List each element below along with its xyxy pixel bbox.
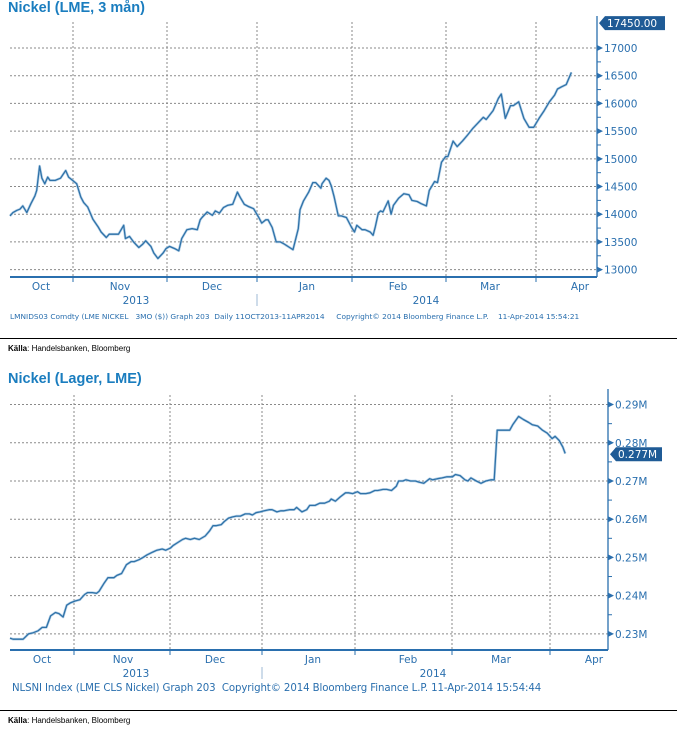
x-tick-label: Mar	[480, 281, 500, 293]
y-tick-label: 13500	[604, 237, 637, 249]
source-note: Källa: Handelsbanken, Bloomberg	[8, 716, 130, 725]
x-tick-label: Nov	[110, 281, 131, 293]
y-tick-marker	[597, 45, 603, 52]
y-tick-marker	[597, 211, 603, 218]
x-tick-label: Jan	[298, 281, 315, 293]
y-tick-label: 16000	[604, 98, 637, 110]
x-tick-label: Oct	[33, 654, 51, 666]
x-tick-label: Jan	[304, 654, 321, 666]
series-line	[9, 415, 566, 640]
y-tick-label: 0.26M	[615, 514, 647, 526]
source-note: Källa: Handelsbanken, Bloomberg	[8, 344, 130, 353]
x-tick-label: Dec	[205, 654, 226, 666]
bloomberg-footer-price: LMNIDS03 Comdty (LME NICKEL 3MO ($)) Gra…	[10, 312, 580, 321]
last-value-label: 17450.00	[607, 18, 657, 30]
y-tick-marker	[597, 183, 603, 190]
chart-title-nickel-price: Nickel (LME, 3 mån)	[8, 0, 145, 16]
y-tick-label: 15500	[604, 126, 637, 138]
x-tick-label: Feb	[389, 281, 408, 293]
x-tick-label: Feb	[399, 654, 418, 666]
divider	[0, 338, 677, 339]
nickel-stocks-chart: 0.23M 0.24M 0.25M 0.26M 0.27M 0.28M 0.29M Oct No…	[9, 389, 662, 680]
x-tick-label: Apr	[585, 654, 604, 666]
x-tick-label: Mar	[491, 654, 511, 666]
y-tick-marker	[608, 592, 614, 599]
bloomberg-footer-stocks: NLSNI Index (LME CLS Nickel) Graph 203 C…	[12, 683, 542, 694]
y-tick-marker	[608, 401, 614, 408]
y-tick-label: 16500	[604, 71, 637, 83]
y-tick-marker	[608, 554, 614, 561]
source-label: Källa	[8, 716, 28, 725]
y-tick-marker	[597, 72, 603, 79]
last-value-tag	[599, 16, 665, 31]
y-tick-marker	[597, 238, 603, 245]
y-tick-label: 0.27M	[615, 476, 647, 488]
y-tick-marker	[608, 630, 614, 637]
x-tick-label: Apr	[571, 281, 590, 293]
x-tick-label: Nov	[113, 654, 134, 666]
year-label: 2014	[413, 295, 440, 307]
y-tick-label: 0.25M	[615, 552, 647, 564]
nickel-price-chart: 13000 13500 14000 14500 15000 15500 16000 16500…	[9, 16, 665, 307]
y-tick-label: 13000	[604, 265, 637, 277]
y-tick-label: 17000	[604, 43, 637, 55]
source-text: : Handelsbanken, Bloomberg	[27, 344, 131, 353]
series-line-halo	[9, 415, 567, 641]
last-value-tag	[610, 447, 662, 462]
y-tick-label: 15000	[604, 154, 637, 166]
x-tick-label: Dec	[202, 281, 223, 293]
y-tick-label: 0.23M	[615, 629, 647, 641]
source-label: Källa	[8, 344, 28, 353]
y-tick-marker	[597, 155, 603, 162]
y-tick-marker	[608, 477, 614, 484]
year-label: 2013	[123, 295, 150, 307]
y-tick-label: 14500	[604, 182, 637, 194]
year-label: 2013	[123, 668, 150, 680]
source-text: : Handelsbanken, Bloomberg	[27, 716, 131, 725]
y-tick-label: 0.28M	[615, 438, 647, 450]
x-tick-label: Oct	[32, 281, 50, 293]
y-tick-marker	[597, 100, 603, 107]
y-tick-label: 0.24M	[615, 591, 647, 603]
y-tick-label: 14000	[604, 209, 637, 221]
y-tick-marker	[597, 266, 603, 273]
y-tick-marker	[597, 128, 603, 135]
y-tick-label: 0.29M	[615, 400, 647, 412]
divider	[0, 710, 677, 711]
y-tick-marker	[608, 516, 614, 523]
series-line	[9, 72, 572, 260]
year-label: 2014	[420, 668, 447, 680]
chart-title-nickel-stocks: Nickel (Lager, LME)	[8, 371, 142, 387]
last-value-label: 0.277M	[618, 449, 657, 461]
y-tick-marker	[608, 439, 614, 446]
